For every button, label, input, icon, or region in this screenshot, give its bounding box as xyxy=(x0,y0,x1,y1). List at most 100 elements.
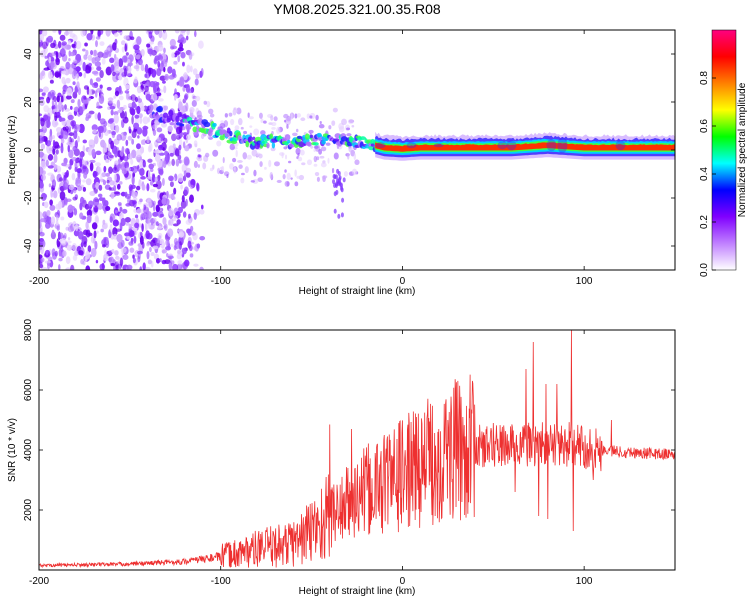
spectrogram-noise-blob xyxy=(39,151,44,158)
spectrogram-noise-blob xyxy=(98,184,103,191)
spectrogram-scatter-blob xyxy=(286,124,289,129)
spectrogram-noise-blob xyxy=(68,184,75,190)
spectrogram-noise-blob xyxy=(107,97,114,101)
spectrogram-noise-blob xyxy=(57,101,63,111)
spectrogram-noise-blob xyxy=(133,44,140,51)
spectrogram-noise-blob xyxy=(59,34,66,41)
spectrogram-xtick-label: -200 xyxy=(29,276,49,287)
spectrogram-noise-blob xyxy=(55,165,62,173)
spectrogram-noise-blob xyxy=(177,260,183,265)
spectrogram-line-bump xyxy=(375,142,386,149)
snr-panel: -200 -100 0 100 2000 4000 6000 8000 Height of … xyxy=(7,318,676,597)
snr-xlabel: Height of straight line (km) xyxy=(299,586,416,597)
spectrogram-noise-blob xyxy=(144,266,151,270)
spectrogram-noise-blob xyxy=(82,48,86,52)
spectrogram-noise-blob xyxy=(129,247,135,253)
spectrogram-scatter-blob xyxy=(322,175,328,179)
spectrogram-noise-blob xyxy=(100,228,104,233)
spectrogram-noise-blob xyxy=(163,105,169,111)
spectrogram-noise-blob xyxy=(97,166,102,175)
spectrogram-ridge-blob xyxy=(192,126,198,133)
spectrogram-noise-blob xyxy=(49,199,53,206)
spectrogram-scatter-blob xyxy=(306,113,311,119)
spectrogram-noise-blob xyxy=(93,230,97,239)
spectrogram-noise-blob xyxy=(124,232,131,237)
spectrogram-scatter-blob xyxy=(228,112,233,117)
spectrogram-noise-blob xyxy=(61,41,67,46)
spectrogram-scatter-blob xyxy=(196,157,199,160)
spectrogram-noise-blob xyxy=(176,219,181,225)
spectrogram-noise-blob xyxy=(173,187,177,195)
spectrogram-noise-blob xyxy=(171,68,176,78)
spectrogram-noise-blob xyxy=(85,250,90,260)
spectrogram-noise-blob xyxy=(61,172,66,176)
spectrogram-noise-blob xyxy=(72,254,78,261)
spectrogram-noise-blob xyxy=(182,61,185,67)
spectrogram-line-bump xyxy=(433,143,444,148)
spectrogram-noise-blob xyxy=(39,166,44,176)
spectrogram-noise-blob xyxy=(169,181,174,188)
spectrogram-noise-blob xyxy=(136,127,143,135)
spectrogram-noise-blob xyxy=(46,140,52,147)
spectrogram-noise-blob xyxy=(120,247,127,254)
spectrogram-noise-blob xyxy=(120,155,123,163)
spectrogram-noise-blob xyxy=(139,266,143,270)
spectrogram-noise-blob xyxy=(101,172,107,178)
spectrogram-noise-blob xyxy=(79,202,83,211)
spectrogram-noise-blob xyxy=(110,262,115,267)
spectrogram-noise-blob xyxy=(168,145,174,154)
spectrogram-noise-blob xyxy=(101,238,108,246)
spectrogram-noise-blob xyxy=(199,266,204,270)
spectrogram-scatter-blob xyxy=(258,153,263,159)
spectrogram-noise-blob xyxy=(43,201,49,209)
spectrogram-noise-blob xyxy=(90,247,97,258)
spectrogram-noise-blob xyxy=(139,116,143,125)
spectrogram-scatter-blob xyxy=(229,163,234,170)
spectrogram-noise-blob xyxy=(95,89,98,98)
colorbar-tick-label: 0.0 xyxy=(699,263,710,277)
spectrogram-noise-blob xyxy=(131,175,135,185)
spectrogram-noise-blob xyxy=(168,175,174,182)
spectrogram-scatter-blob xyxy=(297,152,300,157)
spectrogram-noise-blob xyxy=(88,88,92,97)
spectrogram-noise-blob xyxy=(128,184,133,192)
spectrogram-noise-blob xyxy=(56,126,62,133)
spectrogram-noise-blob xyxy=(121,55,128,63)
spectrogram-noise-blob xyxy=(107,142,111,152)
spectrogram-noise-blob xyxy=(58,67,64,72)
spectrogram-noise-blob xyxy=(62,126,67,131)
spectrogram-noise-blob xyxy=(174,148,180,157)
spectrogram-noise-blob xyxy=(50,62,56,68)
spectrogram-noise-blob xyxy=(109,216,113,223)
spectrogram-noise-blob xyxy=(177,34,185,44)
spectrogram-scatter-blob xyxy=(271,126,276,130)
spectrogram-noise-blob xyxy=(46,262,51,270)
spectrogram-noise-blob xyxy=(68,132,75,137)
spectrogram-noise-blob xyxy=(178,125,183,134)
spectrogram-noise-blob xyxy=(162,160,167,168)
spectrogram-noise-blob xyxy=(182,175,187,182)
spectrogram-noise-blob xyxy=(74,140,78,149)
spectrogram-noise-blob xyxy=(67,237,71,241)
spectrogram-noise-blob xyxy=(149,189,156,193)
spectrogram-scatter-blob xyxy=(353,153,357,160)
spectrogram-ridge-blob xyxy=(212,122,217,127)
spectrogram-noise-blob xyxy=(144,63,149,74)
spectrogram-noise-blob xyxy=(39,88,44,93)
spectrogram-noise-blob xyxy=(130,36,135,41)
spectrogram-noise-blob xyxy=(131,115,134,125)
spectrogram-noise-blob xyxy=(118,85,122,94)
spectrogram-ridge-blob xyxy=(166,115,173,120)
spectrogram-noise-blob xyxy=(58,69,62,79)
spectrogram-noise-blob xyxy=(130,94,137,101)
spectrogram-noise-blob xyxy=(63,196,68,206)
spectrogram-scatter-blob xyxy=(295,128,299,133)
spectrogram-noise-blob xyxy=(79,196,85,205)
spectrogram-scatter-blob xyxy=(260,130,266,136)
spectrogram-noise-blob xyxy=(73,208,78,216)
spectrogram-noise-blob xyxy=(161,122,168,128)
spectrogram-noise-blob xyxy=(69,51,76,57)
spectrogram-noise-blob xyxy=(170,243,174,248)
spectrogram-noise-blob xyxy=(146,198,152,209)
